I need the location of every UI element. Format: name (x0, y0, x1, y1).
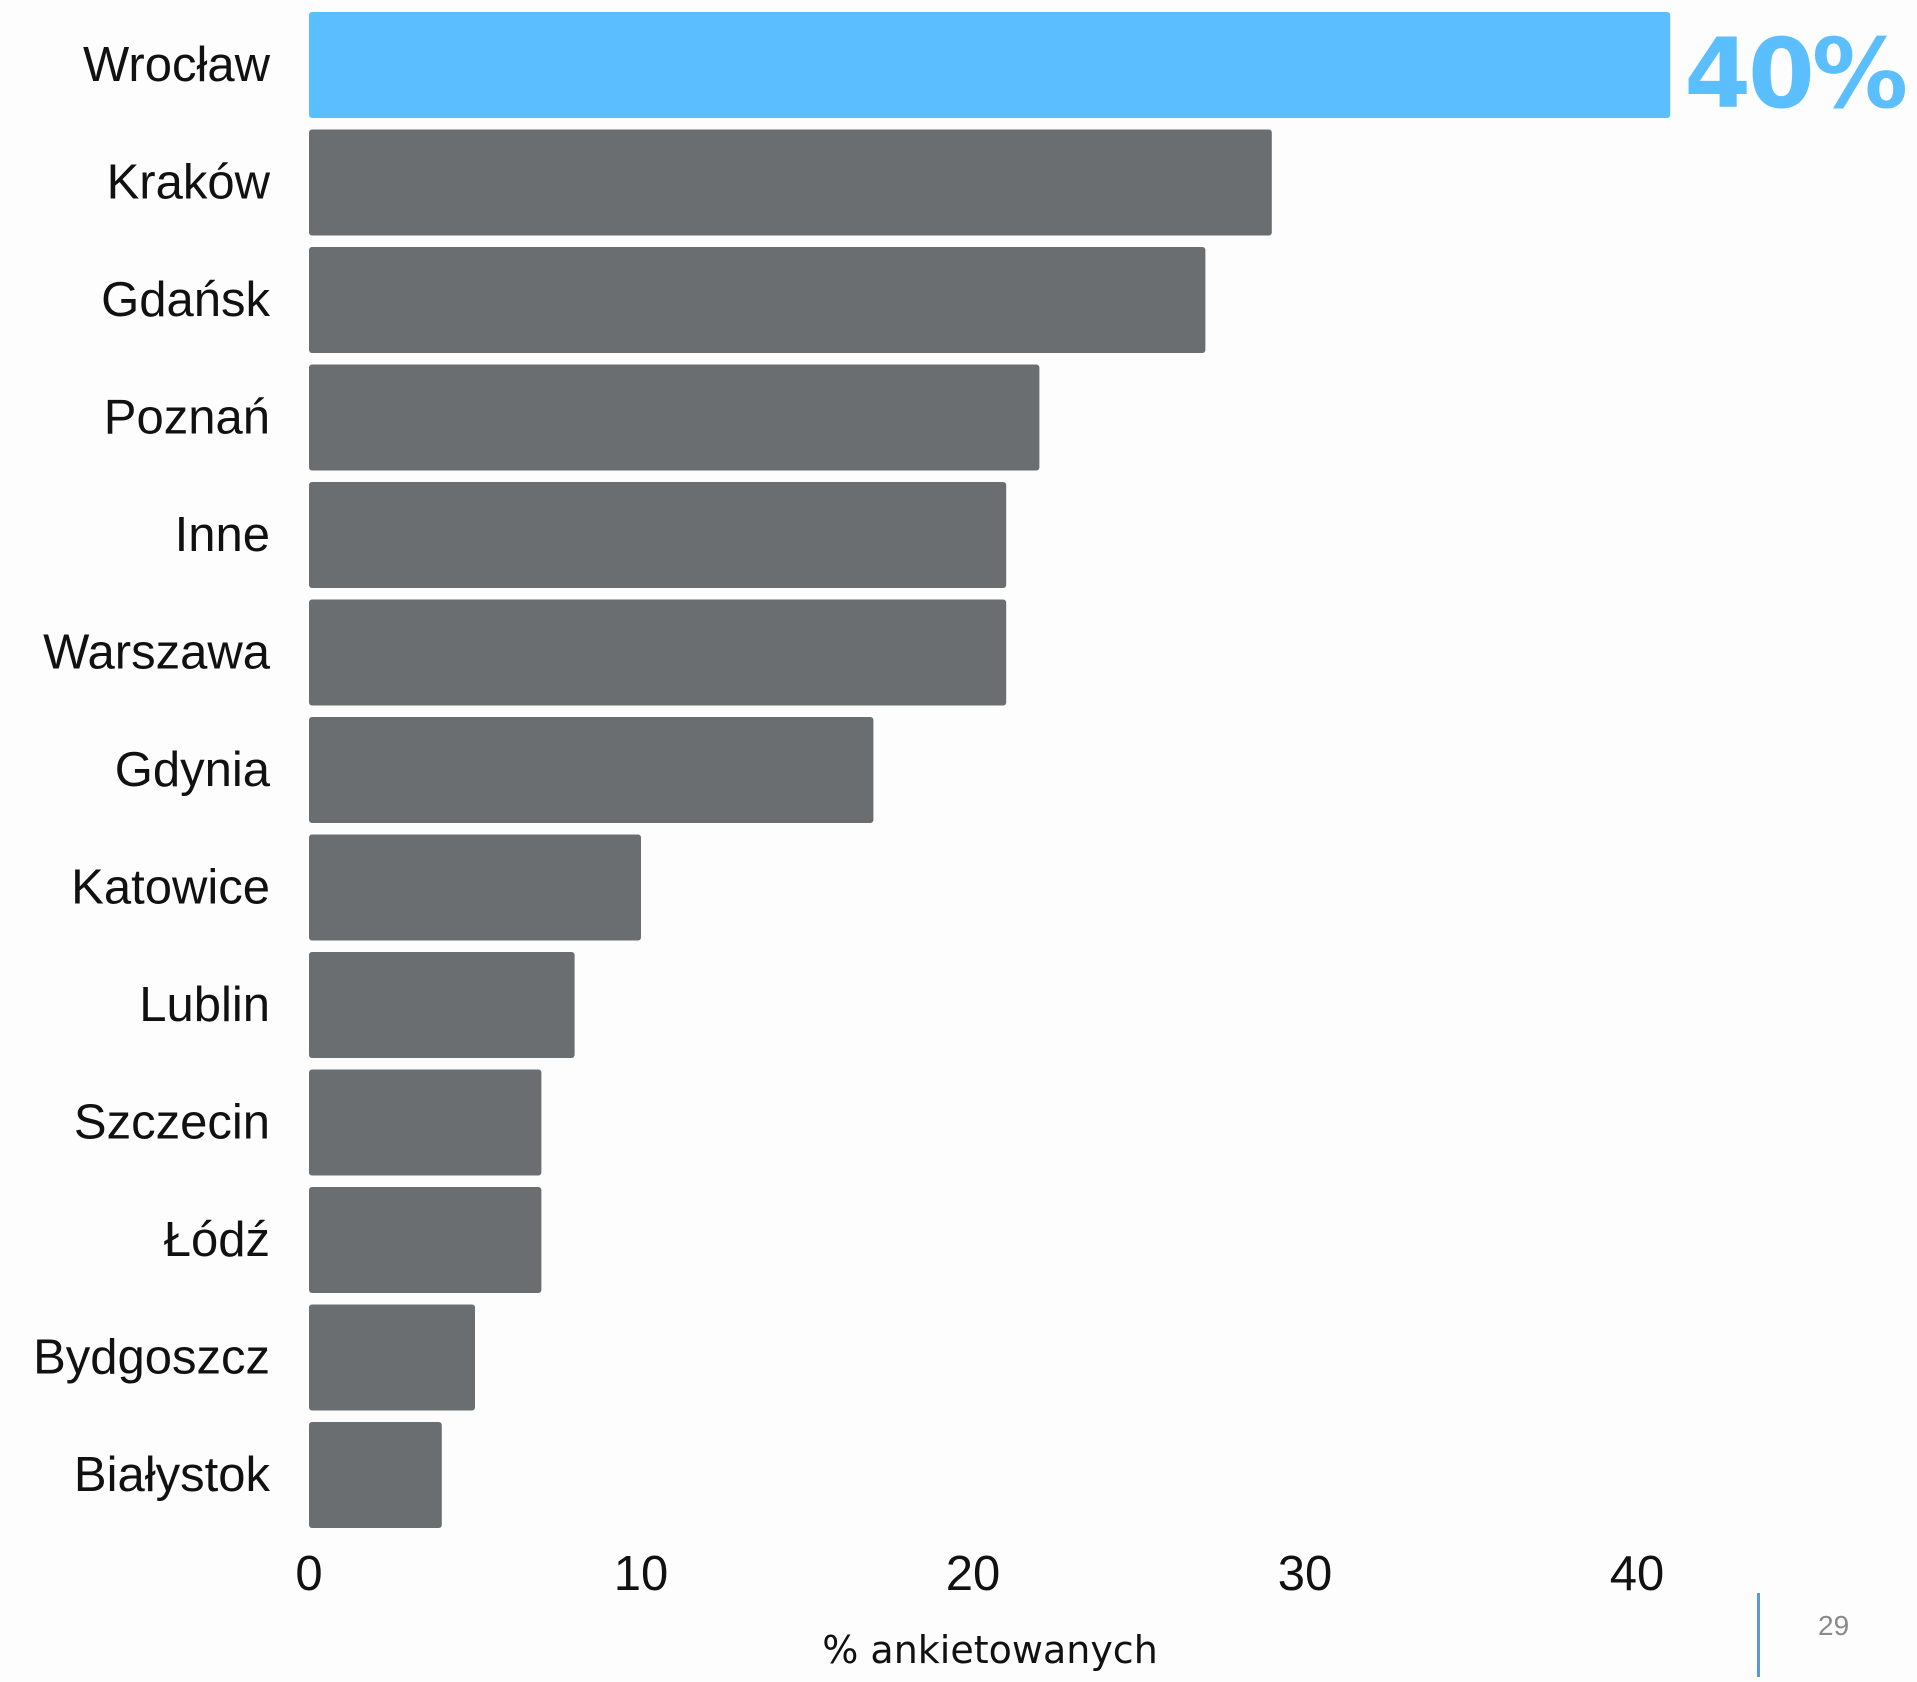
page-divider (1757, 1593, 1760, 1677)
category-label: Szczecin (74, 1096, 270, 1150)
bar-9 (309, 1069, 542, 1176)
category-label: Gdańsk (101, 273, 270, 327)
category-label: Białystok (74, 1448, 271, 1502)
category-label: Łódź (164, 1213, 270, 1267)
bar-0 (309, 12, 1671, 118)
x-tick-label: 40 (1610, 1547, 1665, 1601)
bar-5 (309, 599, 1007, 706)
category-label: Warszawa (43, 626, 271, 680)
highlight-value-label: 40% (1684, 18, 1908, 130)
bar-12 (309, 1422, 442, 1528)
category-label: Kraków (107, 156, 271, 210)
bar-1 (309, 129, 1272, 236)
page-number: 29 (1818, 1610, 1850, 1641)
bar-7 (309, 834, 641, 941)
x-tick-label: 10 (614, 1547, 669, 1601)
category-label: Katowice (71, 861, 270, 915)
x-tick-label: 0 (295, 1547, 322, 1601)
category-label: Lublin (139, 978, 270, 1032)
bar-10 (309, 1187, 542, 1293)
bar-3 (309, 364, 1040, 471)
category-label: Poznań (104, 391, 270, 445)
bar-11 (309, 1304, 475, 1411)
x-axis-label: % ankietowanych (822, 1628, 1158, 1672)
category-label: Inne (175, 508, 270, 562)
bar-8 (309, 952, 575, 1058)
x-tick-label: 30 (1278, 1547, 1333, 1601)
bar-4 (309, 482, 1007, 588)
category-label: Bydgoszcz (33, 1331, 270, 1385)
x-tick-label: 20 (946, 1547, 1001, 1601)
category-label: Gdynia (115, 743, 271, 797)
bar-6 (309, 717, 874, 823)
category-label: Wrocław (83, 38, 271, 92)
bar-2 (309, 247, 1206, 353)
